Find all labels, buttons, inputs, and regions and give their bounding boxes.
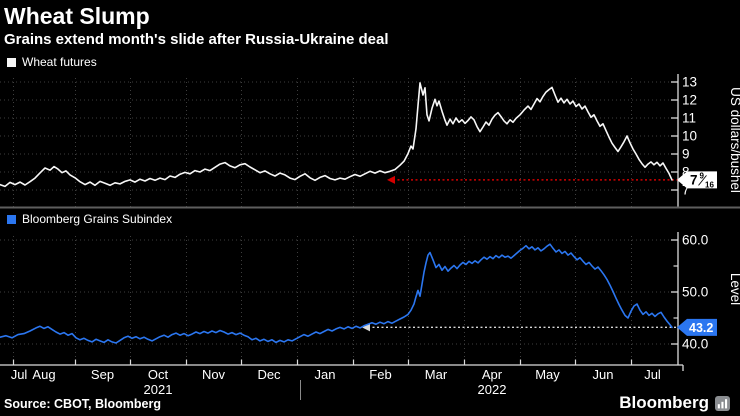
x-month-label: Jul (11, 367, 28, 382)
x-month-label: Jun (593, 367, 614, 382)
x-month-label: May (535, 367, 560, 382)
legend-grains-subindex: Bloomberg Grains Subindex (7, 212, 172, 226)
wheat-y-tick-label: 10 (682, 129, 697, 144)
wheat-badge-fraction-bar (698, 175, 707, 186)
bloomberg-chart-icon (715, 395, 730, 411)
wheat-badge-whole: 7 (690, 173, 698, 188)
x-month-label: Oct (148, 367, 169, 382)
wheat-series-line (0, 82, 673, 188)
wheat-y-tick-label: 8 (682, 165, 690, 180)
grains-y-tick-label: 50.0 (682, 285, 708, 300)
x-month-label: Aug (32, 367, 55, 382)
wheat-y-tick-label: 7 (682, 183, 690, 198)
grains-subindex-swatch-icon (7, 214, 16, 224)
page-subtitle: Grains extend month's slide after Russia… (4, 31, 389, 48)
wheat-y-tick-label: 12 (682, 93, 697, 108)
grains-annotation-arrow-icon (362, 323, 370, 332)
grains-y-tick-label: 60.0 (682, 233, 708, 248)
wheat-futures-legend-label: Wheat futures (22, 55, 97, 69)
x-year-label: 2022 (478, 382, 507, 397)
wheat-badge-denominator: 16 (705, 180, 714, 189)
wheat-y-axis-title: US dollars/bushel (728, 87, 740, 193)
wheat-futures-swatch-icon (7, 57, 16, 67)
wheat-badge-numerator: 9 (700, 171, 705, 180)
grains-last-value-badge (677, 318, 717, 336)
bloomberg-wordmark: Bloomberg (619, 393, 709, 412)
legend-wheat-futures: Wheat futures (7, 55, 97, 69)
grains-subindex-legend-label: Bloomberg Grains Subindex (22, 212, 173, 226)
grains-badge-value: 43.2 (689, 321, 713, 335)
source-note: Source: CBOT, Bloomberg (4, 397, 161, 411)
grains-y-axis-title: Level (728, 273, 740, 305)
x-month-label: Mar (425, 367, 448, 382)
x-month-label: Jan (315, 367, 336, 382)
x-month-label: Jul (644, 367, 661, 382)
x-month-label: Dec (257, 367, 281, 382)
x-year-label: 2021 (144, 382, 173, 397)
bloomberg-logo: Bloomberg (619, 393, 730, 413)
wheat-last-value-badge (677, 171, 717, 189)
page-title: Wheat Slump (4, 3, 150, 29)
x-month-label: Sep (91, 367, 114, 382)
x-month-label: Apr (482, 367, 503, 382)
grains-series-line (0, 243, 673, 344)
wheat-y-tick-label: 9 (682, 147, 690, 162)
wheat-y-tick-label: 11 (682, 111, 696, 126)
wheat-y-tick-label: 13 (682, 75, 697, 90)
wheat-annotation-arrow-icon (387, 175, 395, 184)
x-month-label: Nov (202, 367, 226, 382)
x-month-label: Feb (369, 367, 391, 382)
grains-y-tick-label: 40.0 (682, 337, 708, 352)
